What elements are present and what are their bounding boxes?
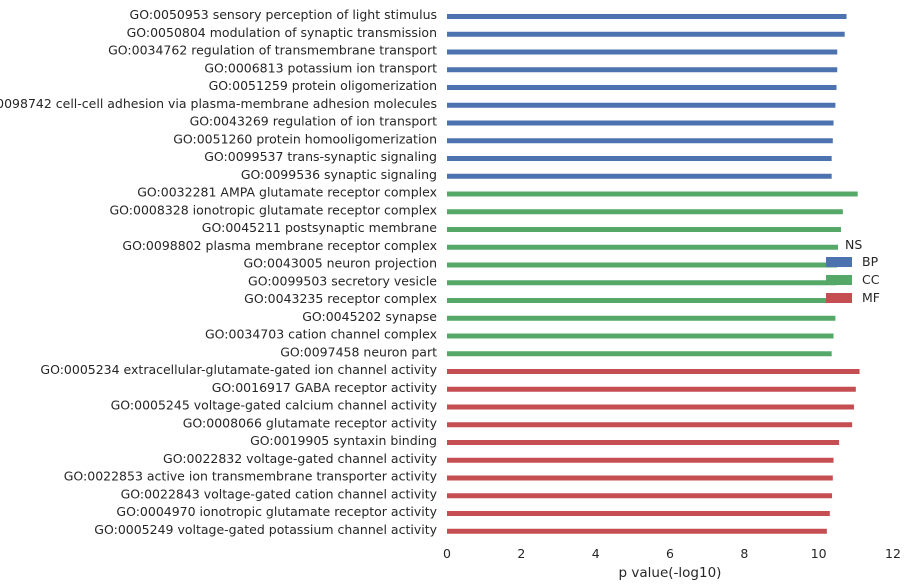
category-label: GO:0050804 modulation of synaptic transm… xyxy=(127,25,437,40)
category-label: GO:0051259 protein oligomerization xyxy=(209,78,437,93)
category-label: GO:0043005 neuron projection xyxy=(243,256,437,271)
bar-cc-8 xyxy=(447,333,834,339)
category-label: GO:0045211 postsynaptic membrane xyxy=(202,220,438,235)
bar-mf-8 xyxy=(447,511,830,516)
bar-bp-8 xyxy=(447,156,832,161)
x-tick-label: 0 xyxy=(443,546,451,561)
category-label: GO:0022843 voltage-gated cation channel … xyxy=(121,486,438,501)
bar-bp-1 xyxy=(447,31,845,37)
category-label: GO:0043235 receptor complex xyxy=(244,291,437,306)
bar-cc-4 xyxy=(447,262,838,268)
category-label: GO:0098742 cell-cell adhesion via plasma… xyxy=(0,96,437,111)
bar-mf-1 xyxy=(447,386,856,392)
x-tick-label: 10 xyxy=(811,546,827,561)
category-label: GO:0005234 extracellular-glutamate-gated… xyxy=(40,362,437,377)
bar-cc-0 xyxy=(447,191,858,197)
bar-cc-1 xyxy=(447,209,843,215)
x-tick-label: 4 xyxy=(592,546,600,561)
legend-swatch-bp xyxy=(826,257,852,267)
category-label: GO:0099503 secretory vesicle xyxy=(248,273,437,288)
bar-cc-2 xyxy=(447,227,841,232)
bar-mf-4 xyxy=(447,440,840,445)
category-label: GO:0022853 active ion transmembrane tran… xyxy=(64,469,438,484)
x-tick-label: 8 xyxy=(740,546,748,561)
category-label: GO:0045202 synapse xyxy=(302,309,437,324)
category-label: GO:0005249 voltage-gated potassium chann… xyxy=(94,522,437,537)
category-label: GO:0098802 plasma membrane receptor comp… xyxy=(122,238,437,253)
legend-swatch-cc xyxy=(826,275,852,285)
category-label: GO:0016917 GABA receptor activity xyxy=(212,380,438,395)
bar-mf-6 xyxy=(447,475,833,481)
x-tick-label: 2 xyxy=(517,546,525,561)
x-tick-label: 6 xyxy=(666,546,674,561)
category-label: GO:0099536 synaptic signaling xyxy=(241,167,437,182)
bar-bp-5 xyxy=(447,102,836,108)
bar-mf-9 xyxy=(447,528,827,534)
bars-group xyxy=(447,14,860,534)
category-label: GO:0099537 trans-synaptic signaling xyxy=(204,149,437,164)
category-label: GO:0050953 sensory perception of light s… xyxy=(130,7,437,22)
category-label: GO:0008066 glutamate receptor activity xyxy=(183,415,438,430)
bar-bp-6 xyxy=(447,120,834,126)
legend-label-bp: BP xyxy=(862,254,879,269)
category-label: GO:0022832 voltage-gated channel activit… xyxy=(163,451,438,466)
category-label: GO:0051260 protein homooligomerization xyxy=(173,131,437,146)
x-tick-label: 12 xyxy=(885,546,901,561)
bar-cc-7 xyxy=(447,315,836,321)
bar-cc-3 xyxy=(447,244,838,250)
bar-cc-5 xyxy=(447,280,837,286)
bar-bp-3 xyxy=(447,67,838,73)
category-label: GO:0034703 cation channel complex xyxy=(205,327,437,342)
category-labels-group: GO:0050953 sensory perception of light s… xyxy=(0,7,438,537)
bar-bp-2 xyxy=(447,49,838,55)
category-label: GO:0043269 regulation of ion transport xyxy=(190,114,438,129)
legend-label-mf: MF xyxy=(862,290,880,305)
bar-cc-6 xyxy=(447,298,837,303)
bar-bp-7 xyxy=(447,138,833,144)
category-label: GO:0005245 voltage-gated calcium channel… xyxy=(111,398,438,413)
category-label: GO:0006813 potassium ion transport xyxy=(204,60,437,75)
bar-mf-2 xyxy=(447,404,854,410)
legend-label-cc: CC xyxy=(862,272,880,287)
bar-mf-5 xyxy=(447,457,834,463)
bar-bp-0 xyxy=(447,14,847,19)
legend: NS BP CC MF xyxy=(826,237,880,305)
bar-mf-7 xyxy=(447,493,833,499)
category-label: GO:0004970 ionotropic glutamate receptor… xyxy=(116,504,437,519)
legend-swatch-mf xyxy=(826,293,852,303)
legend-title: NS xyxy=(845,237,862,252)
bar-bp-4 xyxy=(447,85,837,90)
bar-bp-9 xyxy=(447,173,832,179)
bar-mf-0 xyxy=(447,369,860,374)
category-label: GO:0019905 syntaxin binding xyxy=(250,433,437,448)
bar-cc-9 xyxy=(447,351,832,357)
x-axis-ticks-group: 0 2 4 6 8 10 12 xyxy=(443,546,901,561)
bar-mf-3 xyxy=(447,422,853,428)
category-label: GO:0097458 neuron part xyxy=(280,344,437,359)
category-label: GO:0032281 AMPA glutamate receptor compl… xyxy=(137,185,437,200)
x-axis-title: p value(-log10) xyxy=(619,565,722,581)
category-label: GO:0008328 ionotropic glutamate receptor… xyxy=(110,202,438,217)
category-label: GO:0034762 regulation of transmembrane t… xyxy=(108,43,437,58)
